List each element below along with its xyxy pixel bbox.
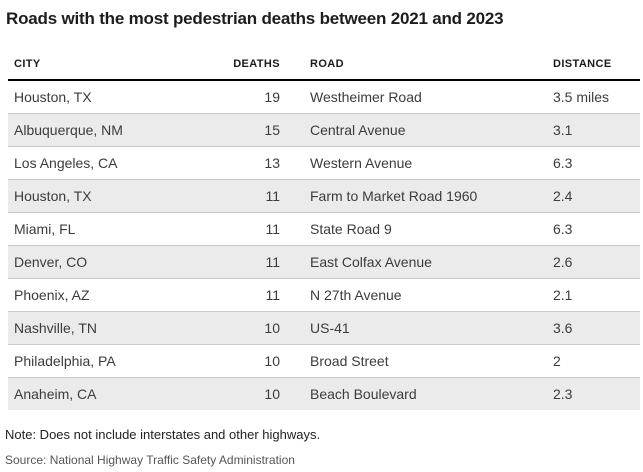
distance-cell: 2.1: [547, 278, 640, 312]
table-row: Houston, TX 19 Westheimer Road 3.5 miles: [8, 80, 640, 114]
distance-cell: 2.3: [547, 377, 640, 410]
column-header-deaths: Deaths: [230, 52, 280, 81]
road-cell: State Road 9: [280, 212, 547, 246]
city-cell: Philadelphia, PA: [8, 344, 230, 378]
infographic: Roads with the most pedestrian deaths be…: [0, 9, 643, 472]
pedestrian-deaths-table: City Deaths Road Distance Houston, TX 19…: [8, 52, 640, 410]
city-cell: Denver, CO: [8, 245, 230, 279]
distance-cell: 3.6: [547, 311, 640, 345]
deaths-cell: 10: [230, 344, 280, 378]
deaths-cell: 11: [230, 179, 280, 213]
column-header-city: City: [8, 52, 230, 81]
road-cell: Broad Street: [280, 344, 547, 378]
road-cell: Westheimer Road: [310, 89, 422, 105]
table-row: Anaheim, CA 10 Beach Boulevard 2.3: [8, 377, 640, 410]
table-body: Houston, TX 19 Westheimer Road 3.5 miles…: [8, 80, 640, 410]
distance-cell: 6.3: [547, 212, 640, 246]
distance-cell: 2.6: [547, 245, 640, 279]
distance-cell: 2.4: [547, 179, 640, 213]
table-row: Albuquerque, NM 15 Central Avenue 3.1: [8, 113, 640, 147]
table-row: Phoenix, AZ 11 N 27th Avenue 2.1: [8, 278, 640, 312]
city-cell: Albuquerque, NM: [8, 113, 230, 147]
city-cell: Anaheim, CA: [8, 377, 230, 410]
deaths-cell: 10: [230, 311, 280, 345]
city-cell: Miami, FL: [8, 212, 230, 246]
city-cell: Houston, TX: [8, 179, 230, 213]
page-title: Roads with the most pedestrian deaths be…: [6, 9, 504, 28]
source-attribution: Source: National Highway Traffic Safety …: [5, 453, 295, 467]
road-cell: N 27th Avenue: [280, 278, 547, 312]
table-row: Los Angeles, CA 13 Western Avenue 6.3: [8, 146, 640, 180]
table-row: Miami, FL 11 State Road 9 6.3: [8, 212, 640, 246]
table-row: Denver, CO 11 East Colfax Avenue 2.6: [8, 245, 640, 279]
table-row: Houston, TX 11 Farm to Market Road 1960 …: [8, 179, 640, 213]
distance-cell: 6.3: [547, 146, 640, 180]
column-header-road: Road: [280, 52, 547, 81]
city-cell: Phoenix, AZ: [8, 278, 230, 312]
city-cell: Los Angeles, CA: [8, 146, 230, 180]
deaths-cell: 19: [264, 89, 280, 105]
table-row: Nashville, TN 10 US-41 3.6: [8, 311, 640, 345]
table-header-row: City Deaths Road Distance: [8, 52, 640, 81]
distance-cell: 2: [547, 344, 640, 378]
distance-cell: 3.5 miles: [553, 89, 610, 105]
city-cell: Nashville, TN: [8, 311, 230, 345]
deaths-cell: 15: [230, 113, 280, 147]
deaths-cell: 13: [230, 146, 280, 180]
road-cell: East Colfax Avenue: [280, 245, 547, 279]
road-cell: Beach Boulevard: [280, 377, 547, 410]
deaths-cell: 10: [230, 377, 280, 410]
deaths-cell: 11: [230, 278, 280, 312]
column-header-distance: Distance: [547, 52, 640, 81]
road-cell: Central Avenue: [280, 113, 547, 147]
road-cell: US-41: [280, 311, 547, 345]
city-cell: Houston, TX: [14, 89, 92, 105]
footnote: Note: Does not include interstates and o…: [5, 427, 321, 442]
table-row: Philadelphia, PA 10 Broad Street 2: [8, 344, 640, 378]
deaths-cell: 11: [230, 212, 280, 246]
road-cell: Western Avenue: [280, 146, 547, 180]
deaths-cell: 11: [230, 245, 280, 279]
distance-cell: 3.1: [547, 113, 640, 147]
road-cell: Farm to Market Road 1960: [280, 179, 547, 213]
